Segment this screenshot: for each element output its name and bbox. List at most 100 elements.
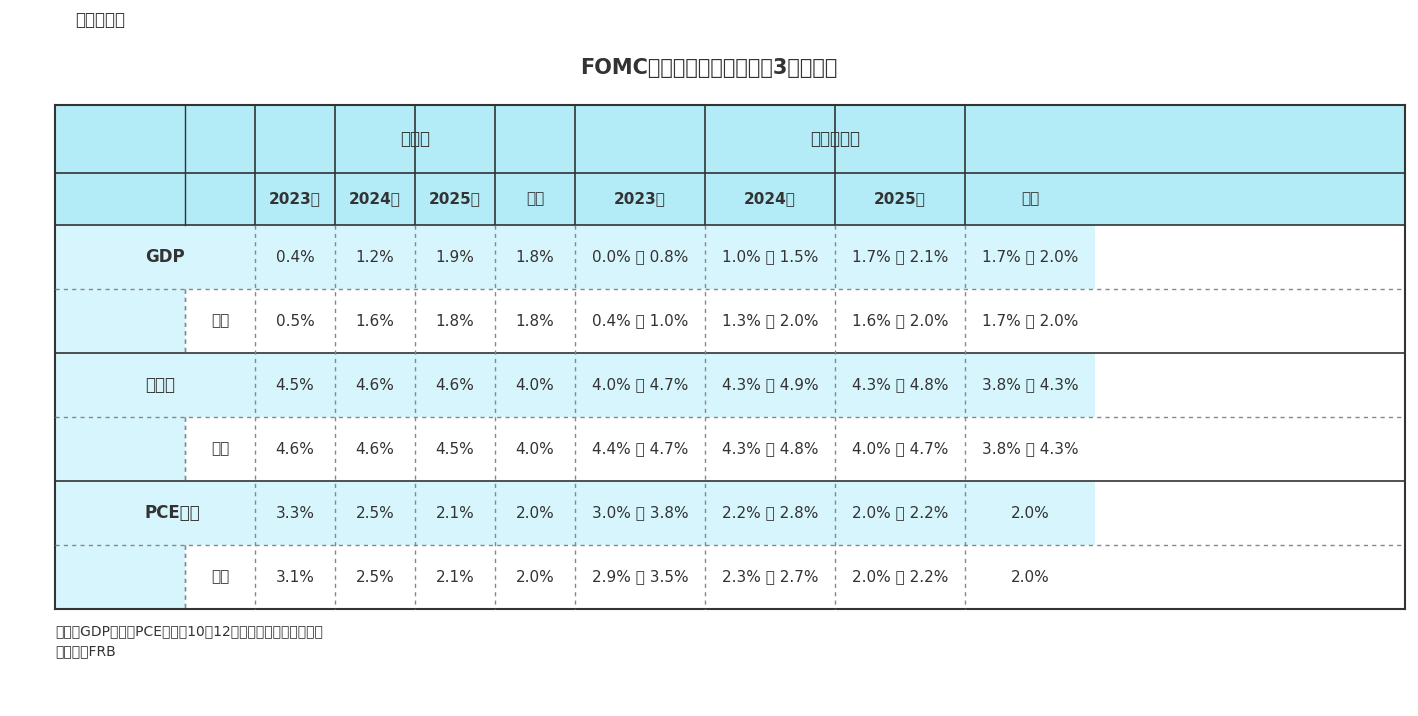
Bar	[55, 481, 255, 545]
Bar	[335, 289, 415, 353]
Text: 4.4% － 4.7%: 4.4% － 4.7%	[591, 442, 688, 457]
Bar	[55, 353, 255, 417]
Bar	[835, 545, 966, 609]
Text: 2.0%: 2.0%	[1011, 569, 1049, 584]
Text: 4.5%: 4.5%	[435, 442, 475, 457]
Bar	[966, 545, 1095, 609]
Text: 2.3% － 2.7%: 2.3% － 2.7%	[722, 569, 818, 584]
Text: 1.8%: 1.8%	[516, 314, 554, 329]
Text: 1.8%: 1.8%	[435, 314, 475, 329]
Text: 2024年: 2024年	[744, 191, 795, 206]
Text: 2025年: 2025年	[430, 191, 481, 206]
Text: 1.9%: 1.9%	[435, 249, 475, 264]
Bar	[255, 289, 335, 353]
Text: 2.0%: 2.0%	[1011, 505, 1049, 521]
Text: 4.3% － 4.8%: 4.3% － 4.8%	[722, 442, 818, 457]
Bar	[705, 225, 835, 289]
Text: 2.0% － 2.2%: 2.0% － 2.2%	[852, 505, 949, 521]
Text: 3.8% － 4.3%: 3.8% － 4.3%	[981, 377, 1078, 392]
Text: 0.0% － 0.8%: 0.0% － 0.8%	[591, 249, 688, 264]
Bar	[55, 545, 184, 609]
Text: 0.5%: 0.5%	[275, 314, 315, 329]
Text: 2.0% － 2.2%: 2.0% － 2.2%	[852, 569, 949, 584]
Bar	[576, 417, 705, 481]
Text: 長期: 長期	[526, 191, 545, 206]
Bar	[415, 417, 495, 481]
Text: （資料）FRB: （資料）FRB	[55, 644, 116, 658]
Bar	[55, 173, 1405, 225]
Text: 1.7% － 2.0%: 1.7% － 2.0%	[981, 249, 1078, 264]
Bar	[335, 417, 415, 481]
Text: 1.7% － 2.1%: 1.7% － 2.1%	[852, 249, 949, 264]
Bar	[835, 289, 966, 353]
Text: 2023年: 2023年	[269, 191, 320, 206]
Bar	[415, 545, 495, 609]
Text: 4.0%: 4.0%	[516, 377, 554, 392]
Text: 2.0%: 2.0%	[516, 569, 554, 584]
Text: 前回: 前回	[211, 442, 230, 457]
Bar	[576, 353, 705, 417]
Bar	[55, 289, 184, 353]
Bar	[495, 289, 576, 353]
Bar	[966, 481, 1095, 545]
Bar	[335, 353, 415, 417]
Text: 0.4%: 0.4%	[275, 249, 315, 264]
Bar	[184, 545, 255, 609]
Bar	[415, 481, 495, 545]
Bar	[966, 353, 1095, 417]
Text: 2025年: 2025年	[873, 191, 926, 206]
Bar	[255, 353, 335, 417]
Text: 失業率: 失業率	[145, 376, 174, 394]
Bar	[255, 545, 335, 609]
Bar	[705, 481, 835, 545]
Text: （注）GDPとコアPCE価格は10－12月期の前年同期比伸び率: （注）GDPとコアPCE価格は10－12月期の前年同期比伸び率	[55, 624, 323, 638]
Bar	[255, 481, 335, 545]
Bar	[835, 353, 966, 417]
Bar	[576, 289, 705, 353]
Text: 2.1%: 2.1%	[435, 505, 475, 521]
Bar	[966, 417, 1095, 481]
Text: 4.3% － 4.8%: 4.3% － 4.8%	[852, 377, 949, 392]
Bar	[705, 289, 835, 353]
Bar	[495, 481, 576, 545]
Text: 中央傾向値: 中央傾向値	[810, 130, 859, 148]
Bar	[705, 353, 835, 417]
Text: 2.1%: 2.1%	[435, 569, 475, 584]
Bar	[55, 417, 184, 481]
Text: 2.0%: 2.0%	[516, 505, 554, 521]
Text: 1.3% － 2.0%: 1.3% － 2.0%	[722, 314, 818, 329]
Text: 4.6%: 4.6%	[435, 377, 475, 392]
Text: 1.7% － 2.0%: 1.7% － 2.0%	[981, 314, 1078, 329]
Bar	[55, 225, 255, 289]
Text: FOMC参加者の経済見通し（3月会合）: FOMC参加者の経済見通し（3月会合）	[580, 58, 838, 78]
Bar	[495, 353, 576, 417]
Text: 1.8%: 1.8%	[516, 249, 554, 264]
Text: 3.0% － 3.8%: 3.0% － 3.8%	[591, 505, 688, 521]
Text: GDP: GDP	[145, 248, 184, 266]
Text: 4.6%: 4.6%	[275, 442, 315, 457]
Bar	[705, 417, 835, 481]
Bar	[415, 289, 495, 353]
Text: 3.3%: 3.3%	[275, 505, 315, 521]
Bar	[335, 481, 415, 545]
Bar	[835, 225, 966, 289]
Text: 前回: 前回	[211, 314, 230, 329]
Text: 4.0% － 4.7%: 4.0% － 4.7%	[852, 442, 949, 457]
Text: 1.6%: 1.6%	[356, 314, 394, 329]
Text: 1.0% － 1.5%: 1.0% － 1.5%	[722, 249, 818, 264]
Text: 長期: 長期	[1021, 191, 1039, 206]
Text: 4.6%: 4.6%	[356, 442, 394, 457]
Text: 4.3% － 4.9%: 4.3% － 4.9%	[722, 377, 818, 392]
Text: 1.2%: 1.2%	[356, 249, 394, 264]
Text: 中央値: 中央値	[400, 130, 430, 148]
Bar	[255, 417, 335, 481]
Bar	[255, 225, 335, 289]
Bar	[576, 545, 705, 609]
Bar	[705, 545, 835, 609]
Bar	[835, 481, 966, 545]
Bar	[835, 417, 966, 481]
Text: 2.9% － 3.5%: 2.9% － 3.5%	[591, 569, 688, 584]
Bar	[966, 289, 1095, 353]
Text: 0.4% － 1.0%: 0.4% － 1.0%	[591, 314, 688, 329]
Bar	[55, 105, 1405, 173]
